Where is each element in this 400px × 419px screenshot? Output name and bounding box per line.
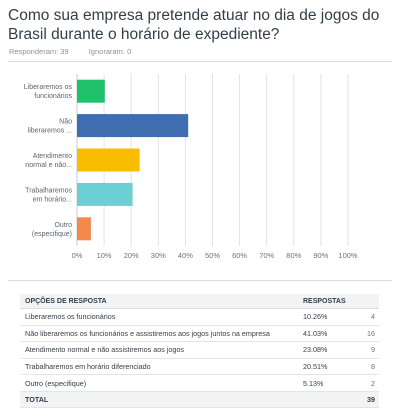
bar — [77, 182, 133, 206]
table-row: Liberaremos os funcionários 10.26% 4 — [20, 308, 379, 326]
option-label: Trabalharemos em horário diferenciado — [20, 358, 298, 376]
option-count[interactable]: 8 — [356, 358, 379, 376]
option-label: Outro (especifique) — [20, 374, 298, 392]
option-count[interactable]: 16 — [356, 325, 379, 343]
bar-chart: 0% 10% 20% 30% 40% 50% 60% 70% 80% 90% 100% Liberar… — [24, 74, 358, 260]
x-tick-label: 60% — [232, 251, 247, 260]
option-percent: 23.08% — [298, 341, 356, 359]
category-label: Não liberaremos ... — [28, 119, 72, 135]
table-row: Outro (especifique) 5.13% 2 — [20, 374, 379, 392]
total-label: TOTAL — [20, 391, 298, 408]
option-label: Atendimento normal e não assistiremos ao… — [20, 341, 298, 359]
option-count[interactable]: 4 — [356, 308, 379, 326]
total-row: TOTAL 39 — [20, 391, 379, 408]
x-tick-label: 90% — [313, 251, 328, 260]
table-header-row: OPÇÕES DE RESPOSTA RESPOSTAS — [20, 294, 379, 309]
bar — [77, 148, 140, 172]
x-tick-label: 40% — [178, 251, 193, 260]
x-tick-label: 30% — [151, 251, 166, 260]
responses-table: OPÇÕES DE RESPOSTA RESPOSTAS Liberaremos… — [20, 294, 379, 408]
response-stats: Responderam: 39 Ignoraram: 0 — [9, 47, 149, 56]
option-label: Não liberaremos os funcionários e assist… — [20, 325, 298, 343]
chart-divider — [8, 280, 392, 281]
option-percent: 20.51% — [298, 358, 356, 376]
option-label: Liberaremos os funcionários — [20, 308, 298, 326]
x-tick-label: 0% — [72, 251, 83, 260]
x-tick-label: 100% — [338, 251, 358, 260]
responses-header: RESPOSTAS — [298, 294, 379, 309]
x-tick-label: 50% — [205, 251, 220, 260]
bar — [77, 79, 105, 103]
skipped-count: Ignoraram: 0 — [88, 47, 132, 56]
total-count: 39 — [356, 391, 379, 408]
options-header: OPÇÕES DE RESPOSTA — [20, 294, 298, 309]
option-count[interactable]: 9 — [356, 341, 379, 359]
total-percent-blank — [298, 391, 356, 408]
question-title: Como sua empresa pretende atuar no dia d… — [8, 7, 380, 43]
table-row: Não liberaremos os funcionários e assist… — [20, 325, 379, 343]
category-label: Liberaremos os funcionários — [24, 84, 73, 100]
x-tick-label: 10% — [97, 251, 112, 260]
table-row: Atendimento normal e não assistiremos ao… — [20, 341, 379, 359]
category-label: Trabalharemos em horário... — [25, 187, 72, 203]
option-percent: 41.03% — [298, 325, 356, 343]
bar — [77, 217, 91, 241]
header-divider — [8, 61, 392, 62]
option-count[interactable]: 2 — [356, 374, 379, 392]
x-tick-label: 70% — [259, 251, 274, 260]
table-row: Trabalharemos em horário diferenciado 20… — [20, 358, 379, 376]
category-label: Atendimento normal e não... — [25, 153, 72, 169]
x-tick-label: 20% — [124, 251, 139, 260]
category-label: Outro (especifique) — [32, 222, 72, 238]
option-percent: 10.26% — [298, 308, 356, 326]
answered-count: Responderam: 39 — [9, 47, 69, 56]
option-percent: 5.13% — [298, 374, 356, 392]
bar — [77, 114, 189, 138]
x-tick-label: 80% — [286, 251, 301, 260]
